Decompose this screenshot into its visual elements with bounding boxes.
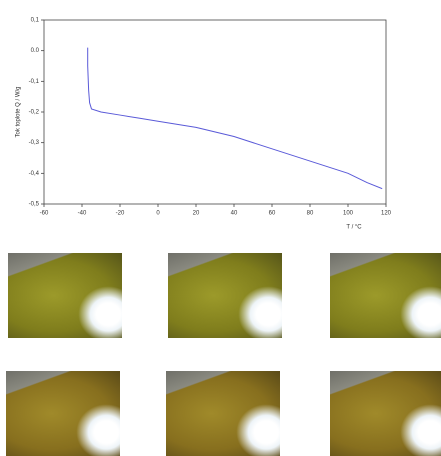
- photo: [6, 371, 120, 456]
- y-tick-label: -0,2: [29, 110, 40, 116]
- x-axis-label: T / °C: [346, 225, 362, 231]
- photo: [330, 253, 441, 338]
- plot-frame: [43, 19, 387, 205]
- x-tick-label: 20: [193, 211, 200, 217]
- x-tick-label: -40: [78, 211, 87, 217]
- y-tick-label: -0,1: [29, 79, 40, 85]
- photo: [168, 253, 282, 338]
- x-tick-label: 0: [156, 211, 160, 217]
- x-tick-label: 100: [343, 211, 354, 217]
- y-tick-label: -0,3: [29, 140, 40, 146]
- chart: Tok toplote Q / W/g T / °C 0,1 0.0 -0,1 -0,…: [16, 18, 392, 231]
- data-line: [87, 47, 383, 190]
- y-tick-label: 0,1: [31, 18, 40, 24]
- photo: [330, 371, 441, 456]
- x-tick-label: 40: [231, 211, 238, 217]
- y-tick-label: -0,4: [29, 171, 40, 177]
- y-tick-label: 0.0: [31, 48, 40, 54]
- x-tick-label: -60: [40, 211, 49, 217]
- x-tick-label: 120: [381, 211, 392, 217]
- x-tick-label: 60: [269, 211, 276, 217]
- photo: [166, 371, 280, 456]
- photo: [8, 253, 122, 338]
- y-tick-label: -0,5: [29, 202, 40, 208]
- x-tick-label: 80: [307, 211, 314, 217]
- y-axis-label: Tok toplote Q / W/g: [16, 86, 22, 137]
- x-tick-label: -20: [116, 211, 125, 217]
